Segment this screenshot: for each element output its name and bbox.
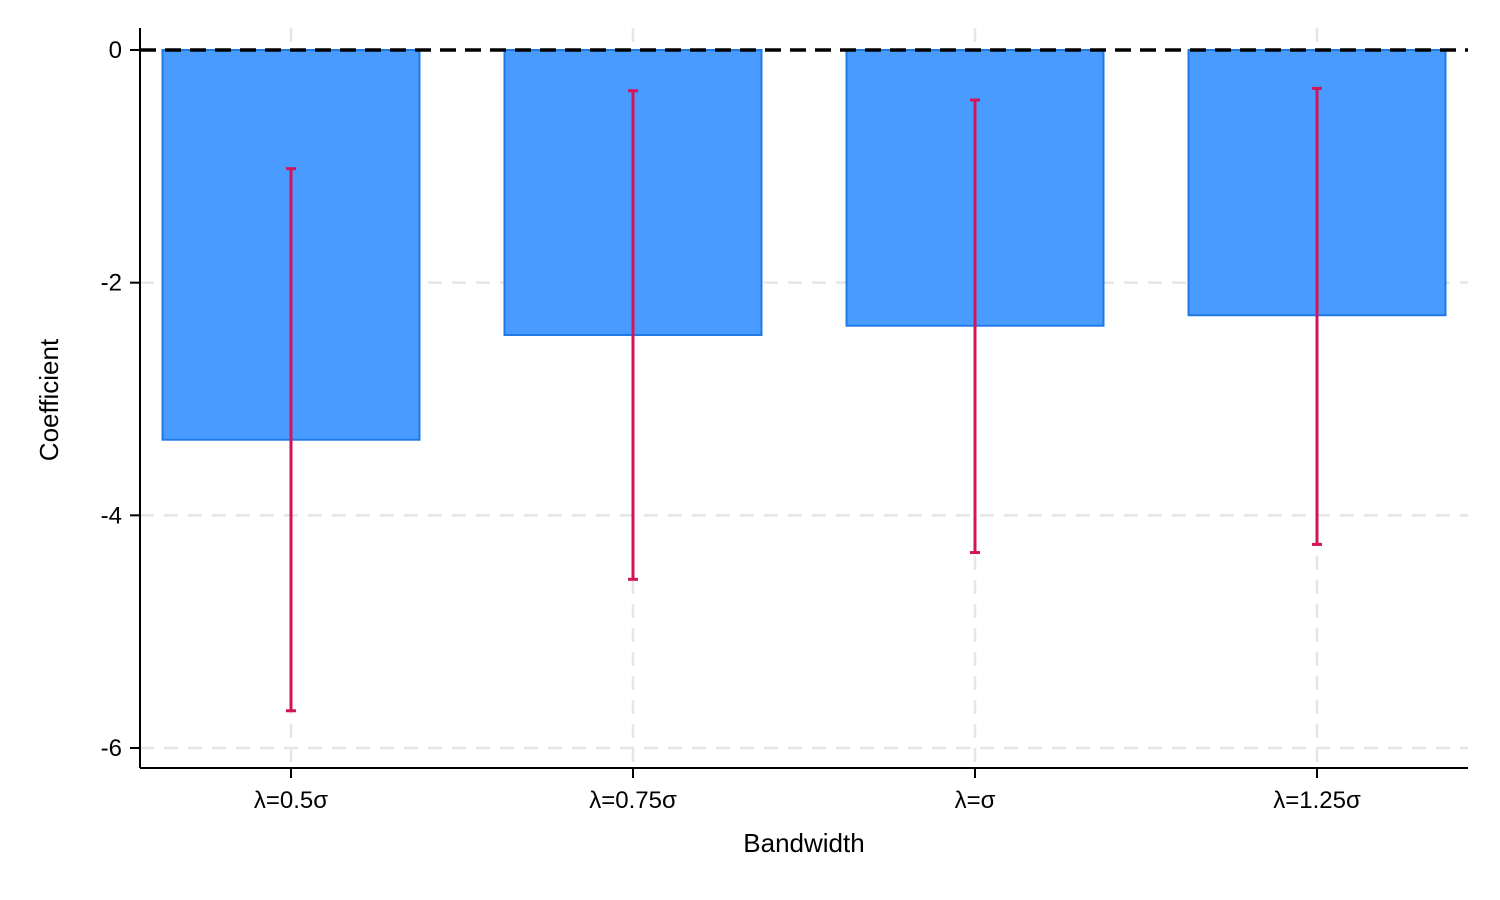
x-tick-label: λ=0.75σ [589,787,677,814]
y-tick-label: -4 [101,502,122,529]
error-bars [286,86,1322,713]
error-bar-4 [1312,86,1322,546]
y-tick-label: -2 [101,270,122,297]
x-tick-label: λ=σ [955,787,996,814]
y-tick-label: -6 [101,735,122,762]
x-tick-label: λ=0.5σ [254,787,328,814]
error-bar-3 [970,98,980,555]
x-tick-label: λ=1.25σ [1273,787,1361,814]
y-axis-title: Coefficient [34,338,64,461]
error-bar-1 [286,167,296,713]
error-bar-2 [628,89,638,581]
x-axis-title: Bandwidth [743,828,864,858]
bars [161,49,1447,441]
y-tick-label: 0 [109,37,122,64]
axes: 0 -2 -4 -6 λ=0.5σ λ=0.75σ λ=σ λ=1.25σ [101,28,1468,814]
